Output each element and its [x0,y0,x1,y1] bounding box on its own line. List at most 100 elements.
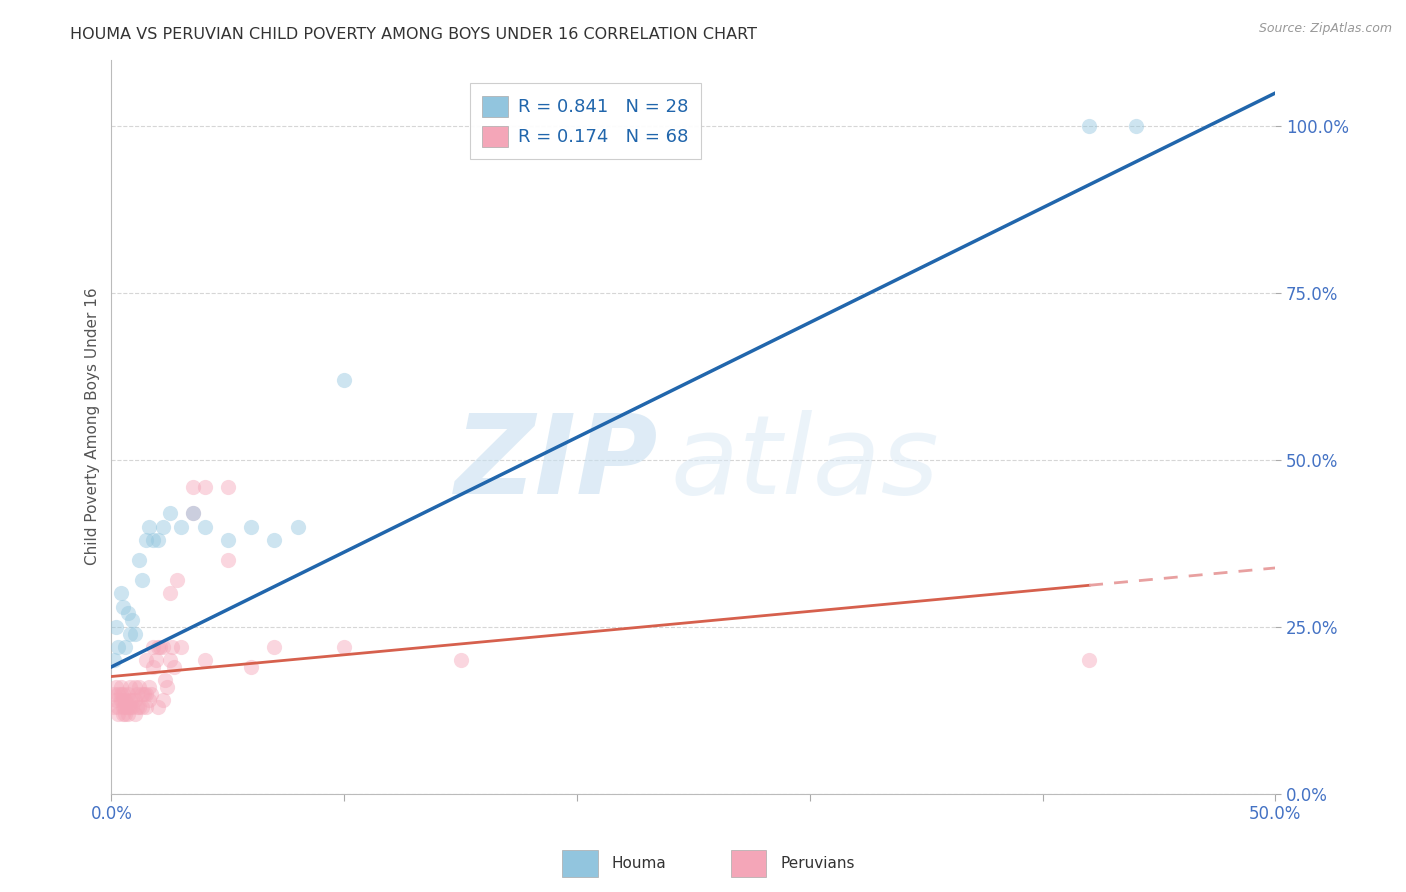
Point [152,693,174,707]
Point [153,673,176,688]
Point [124,626,146,640]
Point [145,653,167,667]
Point [105,693,128,707]
Point [114,693,136,707]
Point [112,599,135,614]
Point [333,373,356,387]
Point [105,620,128,634]
Point [181,507,204,521]
Point [128,680,150,694]
Text: ZIP: ZIP [456,409,658,516]
Point [118,680,141,694]
Point [128,553,150,567]
Point [193,480,215,494]
Point [110,680,132,694]
Point [263,533,285,547]
Point [138,693,160,707]
Point [117,687,139,701]
Point [114,700,136,714]
Point [450,653,472,667]
Point [1078,653,1101,667]
Point [103,653,125,667]
Point [118,626,141,640]
Point [124,693,146,707]
Point [159,586,181,600]
Point [112,700,135,714]
Point [146,640,169,654]
Point [128,700,150,714]
Point [135,533,157,547]
Point [263,640,285,654]
Point [139,687,162,701]
Point [159,507,181,521]
Point [107,687,129,701]
Point [121,700,143,714]
Point [1078,120,1101,134]
Point [135,700,157,714]
Point [240,520,263,534]
Point [333,640,356,654]
Point [142,640,165,654]
Point [193,520,215,534]
Point [112,706,135,721]
Point [217,553,239,567]
Point [170,520,193,534]
Point [138,520,160,534]
Point [193,653,215,667]
Point [110,693,132,707]
Point [166,573,188,587]
Point [105,680,128,694]
Point [170,640,193,654]
Point [156,680,179,694]
Point [107,640,129,654]
Point [217,480,239,494]
Point [146,533,169,547]
Point [160,640,183,654]
Point [131,573,153,587]
Text: HOUMA VS PERUVIAN CHILD POVERTY AMONG BOYS UNDER 16 CORRELATION CHART: HOUMA VS PERUVIAN CHILD POVERTY AMONG BO… [70,27,758,42]
Point [163,660,186,674]
Point [117,700,139,714]
Point [159,653,181,667]
Point [142,533,165,547]
Point [117,706,139,721]
Point [217,533,239,547]
Point [138,680,160,694]
Y-axis label: Child Poverty Among Boys Under 16: Child Poverty Among Boys Under 16 [86,288,100,566]
Point [146,700,169,714]
Point [110,586,132,600]
Point [135,653,157,667]
Point [112,687,135,701]
Point [121,693,143,707]
Point [149,640,172,654]
Point [152,520,174,534]
Text: Source: ZipAtlas.com: Source: ZipAtlas.com [1258,22,1392,36]
Point [121,613,143,627]
Point [125,687,148,701]
Point [114,706,136,721]
Point [181,507,204,521]
Point [114,640,136,654]
Text: Houma: Houma [612,856,666,871]
Point [124,680,146,694]
Point [124,706,146,721]
Point [240,660,263,674]
Point [1125,120,1147,134]
Point [107,700,129,714]
Point [142,660,165,674]
Point [103,700,125,714]
Point [181,480,204,494]
Point [117,607,139,621]
Text: atlas: atlas [671,409,939,516]
Point [132,687,155,701]
Text: Peruvians: Peruvians [780,856,855,871]
Point [107,706,129,721]
Point [118,693,141,707]
Point [112,693,135,707]
Point [125,700,148,714]
Point [152,640,174,654]
Point [131,687,153,701]
Point [110,687,132,701]
Legend: R = 0.841   N = 28, R = 0.174   N = 68: R = 0.841 N = 28, R = 0.174 N = 68 [470,83,702,160]
Point [118,700,141,714]
